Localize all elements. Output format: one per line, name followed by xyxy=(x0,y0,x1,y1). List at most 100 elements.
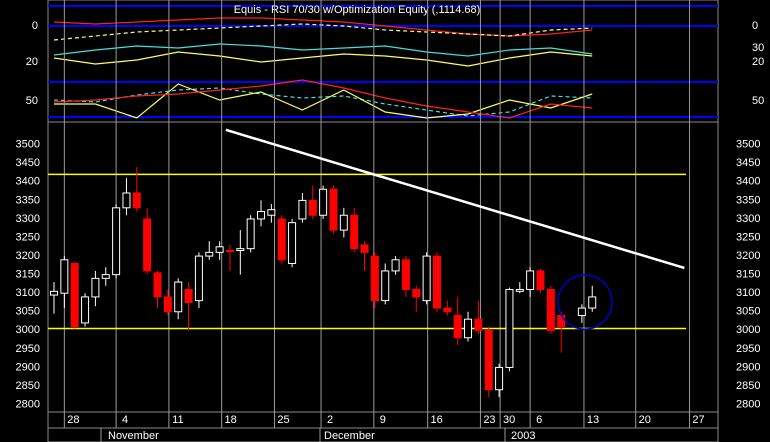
y-tick-label: 2900 xyxy=(16,361,40,373)
y-tick-label: 20 xyxy=(26,56,38,68)
indicator-line xyxy=(54,83,593,119)
candle-body xyxy=(391,259,400,272)
candle-body xyxy=(174,281,183,313)
candle-body xyxy=(432,255,441,309)
x-tick-label: 23 xyxy=(483,414,495,426)
y-tick-label: 50 xyxy=(26,95,38,107)
candle-body xyxy=(484,329,493,391)
y-tick-label-right: 3300 xyxy=(736,213,760,225)
candle-body xyxy=(267,209,276,216)
x-tick-label: 16 xyxy=(431,414,443,426)
x-tick-label: 2 xyxy=(327,414,333,426)
indicator-line xyxy=(53,43,593,57)
y-tick-label: 3400 xyxy=(16,176,40,188)
candle-body xyxy=(546,288,555,331)
candle-body xyxy=(381,270,390,302)
y-tick-label: 3150 xyxy=(16,269,40,281)
y-tick-label-right: 3500 xyxy=(736,139,760,151)
y-tick-label-right: 2950 xyxy=(736,343,760,355)
y-tick-label: 3200 xyxy=(16,250,40,262)
candle-body xyxy=(143,218,152,272)
y-tick-label-right: 3350 xyxy=(736,194,760,206)
candle-body xyxy=(298,199,307,220)
candle-body xyxy=(163,296,172,313)
y-tick-label: 3000 xyxy=(16,324,40,336)
candle-body xyxy=(50,290,59,296)
candle-body xyxy=(308,199,317,216)
candle-body xyxy=(277,218,286,261)
candle-body xyxy=(370,255,379,302)
candle-body xyxy=(184,288,193,303)
y-tick-label: 2950 xyxy=(16,343,40,355)
month-label: November xyxy=(108,430,159,442)
candle-body xyxy=(339,214,348,231)
y-tick-label-right: 3100 xyxy=(736,287,760,299)
candle-body xyxy=(132,192,141,209)
candle-body xyxy=(194,255,203,302)
candle-body xyxy=(70,263,79,328)
candle-body xyxy=(443,307,452,313)
candle-body xyxy=(60,259,69,294)
candle-body xyxy=(412,288,421,298)
candle-body xyxy=(205,251,214,257)
y2-tick-label: 20 xyxy=(752,56,764,68)
y-tick-label: 3500 xyxy=(16,139,40,151)
candle-body xyxy=(91,277,100,298)
y-tick-label: 3450 xyxy=(16,157,40,169)
y-tick-label-right: 3400 xyxy=(736,176,760,188)
candle-body xyxy=(588,296,597,309)
candle-body xyxy=(246,218,255,250)
y-tick-label: 3250 xyxy=(16,231,40,243)
y2-tick-label: 30 xyxy=(752,42,764,54)
candle-body xyxy=(360,244,369,253)
x-tick-label: 4 xyxy=(122,414,128,426)
y-tick-label: 3050 xyxy=(16,306,40,318)
x-tick-label: 6 xyxy=(536,414,542,426)
y2-tick-label: 50 xyxy=(752,95,764,107)
candle-body xyxy=(505,288,514,368)
x-tick-label: 25 xyxy=(277,414,289,426)
candle-body xyxy=(536,270,545,290)
x-tick-label: 27 xyxy=(692,414,704,426)
candle-body xyxy=(122,192,131,209)
candle-body xyxy=(153,272,162,298)
candle-body xyxy=(422,255,431,302)
x-tick-label: 9 xyxy=(380,414,386,426)
candle-body xyxy=(401,259,410,290)
candle-body xyxy=(81,296,90,324)
candle-body xyxy=(474,318,483,331)
y-tick-label: 2800 xyxy=(16,398,40,410)
month-row xyxy=(47,427,719,442)
y-tick-label: 0 xyxy=(32,20,38,32)
candle-body xyxy=(101,274,110,279)
x-tick-label: 18 xyxy=(225,414,237,426)
y-tick-label: 3300 xyxy=(16,213,40,225)
y-tick-label-right: 2900 xyxy=(736,361,760,373)
candle-body xyxy=(288,222,297,265)
month-label: December xyxy=(324,430,375,442)
y-tick-label-right: 3000 xyxy=(736,324,760,336)
y2-tick-label: 0 xyxy=(752,20,758,32)
y-tick-label-right: 2800 xyxy=(736,398,760,410)
candle-body xyxy=(257,211,266,220)
candle-body xyxy=(464,318,473,339)
candle-body xyxy=(236,248,245,252)
y-tick-label-right: 3250 xyxy=(736,231,760,243)
y-tick-label: 2850 xyxy=(16,380,40,392)
y-tick-label: 3100 xyxy=(16,287,40,299)
indicator-line xyxy=(53,23,593,41)
x-tick-label: 13 xyxy=(587,414,599,426)
candle-body xyxy=(215,246,224,253)
y-tick-label-right: 2850 xyxy=(736,380,760,392)
candle-body xyxy=(350,214,359,250)
highlight-circle xyxy=(557,274,613,330)
candle-body xyxy=(577,307,586,316)
candle-body xyxy=(515,288,524,292)
candle-body xyxy=(319,188,328,216)
candle-body xyxy=(557,314,566,328)
candle-body xyxy=(329,188,338,231)
x-tick-label: 20 xyxy=(639,414,651,426)
trend-line xyxy=(225,128,685,270)
